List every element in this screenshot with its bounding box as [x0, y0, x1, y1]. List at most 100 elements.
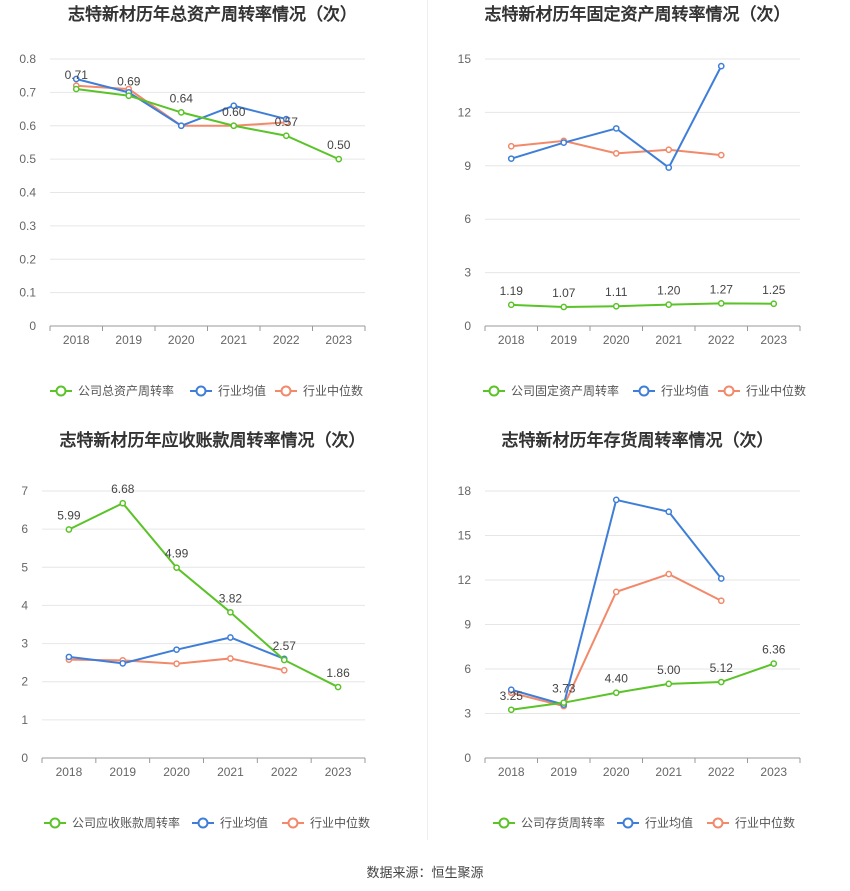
legend-item: 公司总资产周转率 [50, 383, 174, 398]
y-tick-label: 3 [464, 707, 471, 721]
y-tick-label: 12 [458, 105, 472, 119]
y-tick-label: 0.8 [19, 52, 36, 66]
y-tick-label: 0 [464, 319, 471, 333]
y-tick-label: 6 [21, 522, 28, 536]
chart-svg: 志特新材历年总资产周转率情况（次） 0 0.1 0.2 0.3 0.4 0.5 0.6 0.7 0… [19, 4, 366, 398]
company-series-point [280, 656, 288, 664]
legend-swatch-marker [498, 817, 510, 829]
chart-title: 志特新材历年应收账款周转率情况（次） [60, 430, 366, 450]
y-tick-label: 0.1 [19, 286, 36, 300]
legend-label: 行业中位数 [746, 383, 806, 398]
data-label: 0.50 [327, 138, 351, 152]
x-tick-label: 2020 [603, 333, 630, 347]
industry-average-series-point [717, 575, 725, 582]
data-label: 1.11 [605, 285, 628, 299]
x-tick-label: 2022 [271, 765, 298, 779]
company-series-point [119, 499, 127, 507]
y-tick-label: 0.4 [19, 186, 36, 200]
data-label: 4.40 [605, 672, 629, 686]
company-series-point [177, 109, 185, 116]
company-series-point [560, 699, 568, 707]
industry-average-series-point [65, 653, 73, 661]
industry-average-series-point [612, 125, 620, 132]
industry-average-series-point [612, 496, 620, 504]
y-tick-label: 3 [21, 637, 28, 651]
company-series-point [125, 92, 133, 100]
data-label: 6.68 [111, 482, 135, 496]
industry-average-series-point [665, 164, 673, 171]
company-series-point [507, 301, 515, 309]
y-tick-label: 0.7 [19, 85, 36, 99]
legend-label: 行业均值 [218, 383, 266, 398]
legend-label: 行业均值 [645, 815, 693, 830]
legend-item: 行业中位数 [275, 383, 363, 398]
company-series-point [612, 689, 620, 697]
legend-item: 行业中位数 [707, 815, 795, 830]
company-series-point [612, 302, 620, 310]
legend-swatch-marker [488, 385, 500, 397]
data-label: 0.64 [170, 91, 194, 105]
y-tick-label: 5 [21, 560, 28, 574]
x-tick-label: 2022 [708, 333, 735, 347]
y-tick-label: 4 [21, 598, 28, 612]
legend-swatch-marker [638, 385, 650, 397]
x-tick-label: 2023 [760, 333, 787, 347]
x-tick-label: 2023 [325, 765, 352, 779]
company-series-line [511, 662, 775, 711]
data-label: 1.20 [657, 284, 681, 298]
company-series-point [717, 678, 725, 686]
company-series-line [76, 88, 340, 161]
industry-average-series-point [173, 646, 180, 654]
x-tick-label: 2021 [655, 333, 682, 347]
x-tick-label: 2020 [163, 765, 190, 779]
company-series-point [770, 300, 778, 308]
chart-svg: 志特新材历年存货周转率情况（次） 0 3 6 9 12 15 18 2018 2019 2020 20… [458, 430, 801, 830]
company-series-point [227, 608, 234, 616]
data-label: 5.00 [657, 663, 681, 677]
x-tick-label: 2019 [550, 765, 577, 779]
data-label: 5.12 [710, 661, 734, 675]
industry-average-series-point [560, 139, 568, 147]
company-series-point [665, 680, 673, 688]
legend-label: 公司固定资产周转率 [511, 383, 619, 398]
y-tick-label: 6 [464, 212, 471, 226]
y-tick-label: 12 [458, 573, 472, 587]
industry-average-series-point [119, 660, 127, 667]
legend-label: 行业中位数 [303, 383, 363, 398]
y-tick-label: 0.5 [19, 152, 36, 166]
legend-item: 行业中位数 [282, 815, 370, 830]
industry-median-series-point [280, 666, 288, 674]
company-series-point [72, 85, 80, 93]
data-label: 3.25 [500, 689, 524, 703]
industry-average-series-point [282, 115, 290, 123]
y-tick-label: 0 [29, 319, 36, 333]
company-series-point [665, 301, 673, 308]
legend-label: 行业中位数 [735, 815, 795, 830]
data-label: 3.82 [219, 591, 243, 605]
legend-item: 公司存货周转率 [493, 815, 605, 830]
legend-item: 行业均值 [190, 383, 266, 398]
x-tick-label: 2021 [217, 765, 244, 779]
legend-swatch-marker [280, 385, 292, 397]
x-tick-label: 2018 [498, 333, 525, 347]
company-series-point [770, 660, 778, 668]
company-series-point [173, 564, 180, 572]
legend-label: 行业均值 [661, 383, 709, 398]
x-tick-label: 2021 [655, 765, 682, 779]
data-label: 6.36 [762, 643, 786, 657]
x-tick-label: 2019 [115, 333, 142, 347]
y-tick-label: 0 [464, 751, 471, 765]
x-tick-label: 2019 [550, 333, 577, 347]
data-label: 1.19 [500, 284, 524, 298]
company-series-point [230, 122, 238, 130]
y-tick-label: 15 [458, 529, 472, 543]
legend-swatch-marker [197, 817, 209, 829]
legend-swatch-marker [49, 817, 61, 829]
y-tick-label: 18 [458, 484, 472, 498]
chart-title: 志特新材历年总资产周转率情况（次） [68, 4, 357, 24]
x-tick-label: 2019 [109, 765, 136, 779]
x-tick-label: 2018 [56, 765, 83, 779]
y-tick-label: 15 [458, 52, 472, 66]
industry-average-series-point [230, 102, 238, 110]
company-series-point [717, 300, 725, 307]
